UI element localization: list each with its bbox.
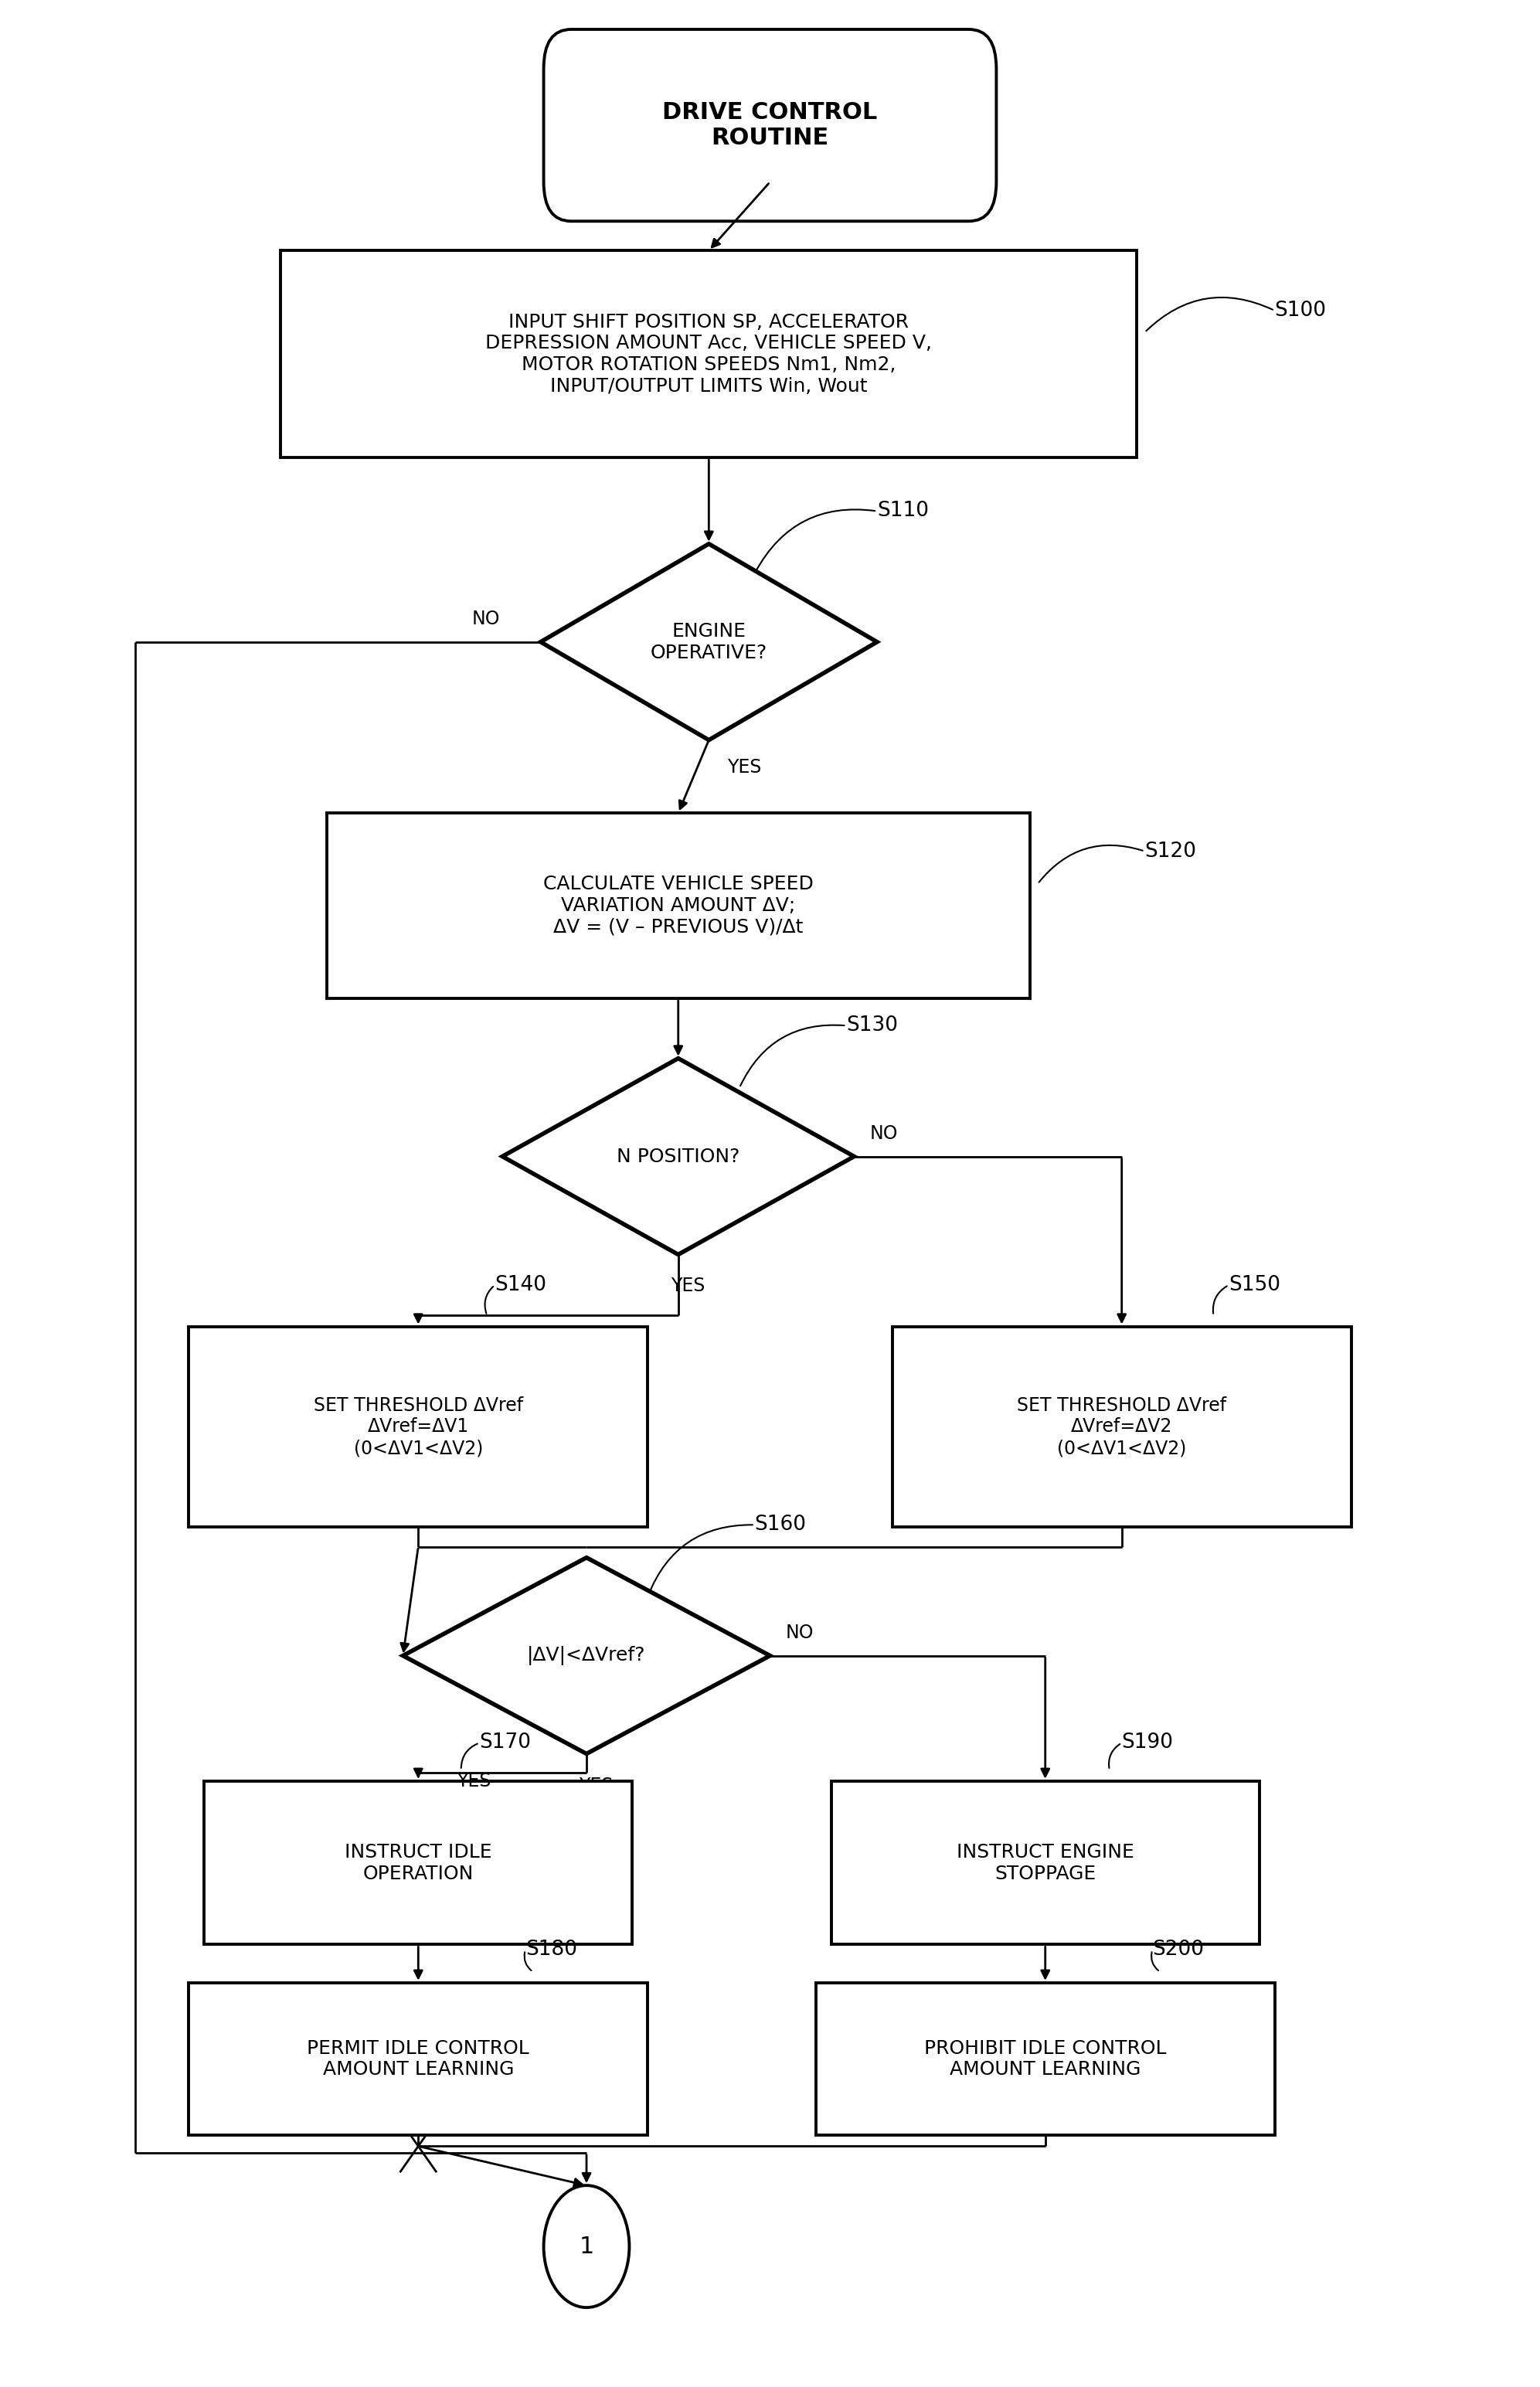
Text: NO: NO [471, 609, 500, 628]
Text: |ΔV|<ΔVref?: |ΔV|<ΔVref? [527, 1647, 645, 1666]
Text: ENGINE
OPERATIVE?: ENGINE OPERATIVE? [650, 623, 767, 661]
Polygon shape [502, 1057, 855, 1256]
Text: S160: S160 [755, 1516, 807, 1535]
Text: NO: NO [870, 1124, 898, 1143]
Text: YES: YES [456, 1771, 491, 1790]
Text: S110: S110 [878, 501, 929, 520]
Text: SET THRESHOLD ΔVref
ΔVref=ΔV2
(0<ΔV1<ΔV2): SET THRESHOLD ΔVref ΔVref=ΔV2 (0<ΔV1<ΔV2… [1016, 1396, 1226, 1458]
Text: YES: YES [670, 1277, 705, 1296]
Text: PERMIT IDLE CONTROL
AMOUNT LEARNING: PERMIT IDLE CONTROL AMOUNT LEARNING [306, 2038, 530, 2079]
Bar [205, 1781, 633, 1945]
Text: S180: S180 [525, 1941, 578, 1960]
Text: NO: NO [785, 1623, 813, 1642]
Text: N POSITION?: N POSITION? [616, 1148, 739, 1165]
Text: S140: S140 [494, 1275, 547, 1296]
Text: S120: S120 [1144, 840, 1197, 862]
Bar [816, 1984, 1275, 2136]
Text: INPUT SHIFT POSITION SP, ACCELERATOR
DEPRESSION AMOUNT Acc, VEHICLE SPEED V,
MOT: INPUT SHIFT POSITION SP, ACCELERATOR DEP… [485, 313, 932, 396]
Bar [280, 251, 1137, 458]
Text: S100: S100 [1275, 301, 1326, 320]
Text: 1: 1 [579, 2234, 594, 2258]
Text: S200: S200 [1152, 1941, 1204, 1960]
Text: CALCULATE VEHICLE SPEED
VARIATION AMOUNT ΔV;
ΔV = (V – PREVIOUS V)/Δt: CALCULATE VEHICLE SPEED VARIATION AMOUNT… [544, 876, 813, 936]
Text: S170: S170 [479, 1733, 531, 1752]
Text: YES: YES [727, 759, 761, 776]
Bar [832, 1781, 1260, 1945]
Text: YES: YES [579, 1776, 613, 1795]
FancyBboxPatch shape [544, 29, 996, 222]
Text: DRIVE CONTROL
ROUTINE: DRIVE CONTROL ROUTINE [662, 100, 878, 150]
Circle shape [544, 2186, 630, 2308]
Text: SET THRESHOLD ΔVref
ΔVref=ΔV1
(0<ΔV1<ΔV2): SET THRESHOLD ΔVref ΔVref=ΔV1 (0<ΔV1<ΔV2… [314, 1396, 524, 1458]
Bar [189, 1327, 648, 1528]
Bar [892, 1327, 1351, 1528]
Text: INSTRUCT ENGINE
STOPPAGE: INSTRUCT ENGINE STOPPAGE [956, 1843, 1133, 1883]
Text: S150: S150 [1229, 1275, 1281, 1296]
Bar [326, 814, 1030, 998]
Text: INSTRUCT IDLE
OPERATION: INSTRUCT IDLE OPERATION [345, 1843, 491, 1883]
Text: PROHIBIT IDLE CONTROL
AMOUNT LEARNING: PROHIBIT IDLE CONTROL AMOUNT LEARNING [924, 2038, 1166, 2079]
Bar [189, 1984, 648, 2136]
Text: S130: S130 [847, 1014, 898, 1036]
Polygon shape [541, 544, 878, 740]
Polygon shape [403, 1559, 770, 1754]
Text: S190: S190 [1121, 1733, 1173, 1752]
